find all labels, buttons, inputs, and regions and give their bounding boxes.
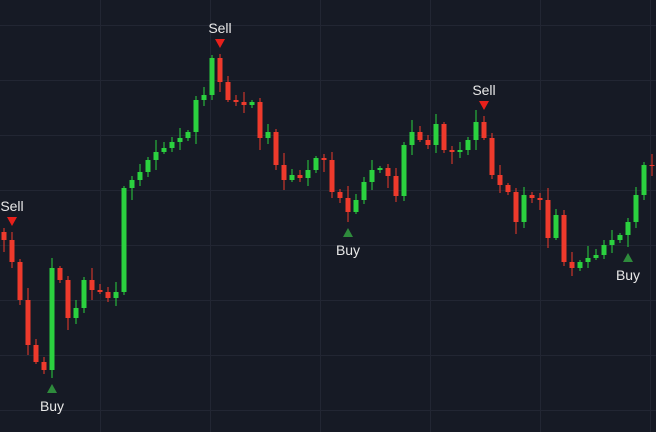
candle-body xyxy=(89,280,95,290)
candle-body xyxy=(233,100,239,102)
candle-body xyxy=(457,150,463,152)
candle-body xyxy=(345,198,351,212)
candle-body xyxy=(113,292,119,298)
candle-body xyxy=(153,152,159,160)
buy-marker xyxy=(623,253,633,262)
candle-body xyxy=(33,345,39,362)
candle-body xyxy=(49,268,55,370)
candle-body xyxy=(121,188,127,292)
candle-body xyxy=(249,102,255,105)
candle-body xyxy=(329,160,335,192)
candle-body xyxy=(337,192,343,198)
candle-body xyxy=(193,100,199,132)
signal-label: Buy xyxy=(40,398,64,414)
candle-body xyxy=(217,58,223,82)
sell-marker xyxy=(7,217,17,226)
signal-label: Buy xyxy=(336,242,360,258)
candle-body xyxy=(273,132,279,165)
candle-body xyxy=(641,165,647,195)
candle-body xyxy=(289,175,295,180)
candle-body xyxy=(305,170,311,178)
candle-body xyxy=(521,195,527,222)
candle-body xyxy=(1,232,7,240)
candle-body xyxy=(97,290,103,292)
buy-marker xyxy=(343,228,353,237)
candle-body xyxy=(561,215,567,262)
candle-body xyxy=(145,160,151,172)
candle-body xyxy=(297,175,303,178)
candle-body xyxy=(649,165,655,166)
candle-body xyxy=(577,262,583,268)
candle-body xyxy=(489,138,495,175)
candle-body xyxy=(137,172,143,180)
candle-body xyxy=(633,195,639,222)
candle-body xyxy=(513,192,519,222)
candle-body xyxy=(225,82,231,100)
sell-marker xyxy=(215,39,225,48)
candle-body xyxy=(393,176,399,196)
candle-body xyxy=(161,148,167,152)
candle-body xyxy=(81,280,87,308)
candle-body xyxy=(281,165,287,180)
candle-body xyxy=(321,158,327,160)
candle-body xyxy=(185,132,191,138)
candle-body xyxy=(169,142,175,148)
candle-body xyxy=(257,102,263,138)
candle-body xyxy=(241,102,247,105)
candle-body xyxy=(465,140,471,150)
candle-body xyxy=(609,240,615,245)
candle-body xyxy=(177,138,183,142)
candle-body xyxy=(441,124,447,150)
signal-label: Sell xyxy=(208,20,231,36)
candle-body xyxy=(361,182,367,200)
candle-body xyxy=(449,150,455,152)
candle-body xyxy=(545,200,551,238)
candle-body xyxy=(473,122,479,140)
sell-marker xyxy=(479,101,489,110)
candle-body xyxy=(417,132,423,140)
signal-label: Sell xyxy=(0,198,23,214)
candle-body xyxy=(625,222,631,235)
candle-body xyxy=(201,95,207,100)
candle-body xyxy=(425,140,431,145)
candle-body xyxy=(409,132,415,145)
candle-body xyxy=(593,255,599,258)
candle-body xyxy=(553,215,559,238)
candle-body xyxy=(313,158,319,170)
signal-label: Sell xyxy=(472,82,495,98)
candle-body xyxy=(105,292,111,298)
candle-body xyxy=(585,258,591,262)
candle-body xyxy=(65,280,71,318)
candle-body xyxy=(497,175,503,185)
candle-body xyxy=(601,245,607,255)
candle-body xyxy=(401,145,407,196)
candle-body xyxy=(481,122,487,138)
candle-body xyxy=(73,308,79,318)
candle-body xyxy=(385,168,391,176)
candle-body xyxy=(209,58,215,95)
candle-body xyxy=(129,180,135,188)
buy-marker xyxy=(47,384,57,393)
candle-body xyxy=(25,300,31,345)
candle-body xyxy=(41,362,47,370)
candle-body xyxy=(433,124,439,145)
candle-body xyxy=(353,200,359,212)
candle-body xyxy=(9,240,15,262)
candle-body xyxy=(569,262,575,268)
candle-body xyxy=(617,235,623,240)
candle-body xyxy=(57,268,63,280)
candle-body xyxy=(265,132,271,138)
candle-body xyxy=(369,170,375,182)
candle-body xyxy=(17,262,23,300)
signal-label: Buy xyxy=(616,267,640,283)
candle-body xyxy=(377,168,383,170)
candle-body xyxy=(505,185,511,192)
candle-body xyxy=(537,198,543,200)
candle-body xyxy=(529,195,535,198)
